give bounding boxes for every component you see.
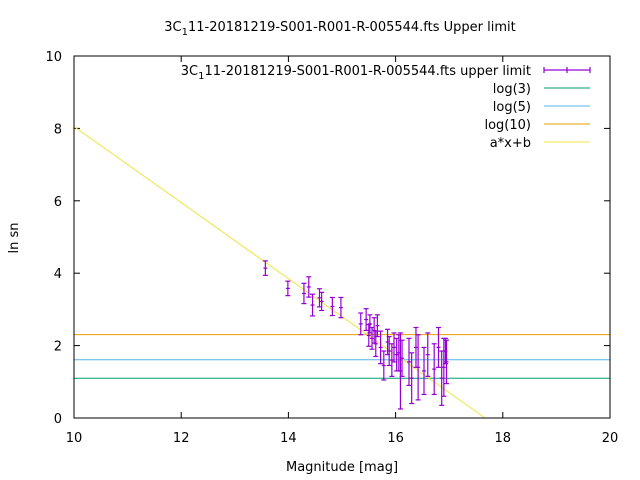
x-axis-ticks: 10 12 14 16 18 20 xyxy=(66,56,619,446)
errorbar-point xyxy=(391,332,397,363)
errorbar-point xyxy=(406,337,412,387)
legend-label-upper-limit: 3C111-20181219-S001-R001-R-005544.fts up… xyxy=(181,64,531,82)
x-tick-label: 10 xyxy=(66,431,83,446)
legend-label-log10: log(10) xyxy=(484,118,531,133)
errorbar-series xyxy=(262,260,450,410)
errorbar-point xyxy=(431,343,437,396)
errorbar-point xyxy=(415,334,421,401)
errorbar-point xyxy=(425,332,431,377)
x-tick-label: 20 xyxy=(602,431,619,446)
x-tick-label: 18 xyxy=(495,431,512,446)
errorbar-point xyxy=(301,282,307,305)
errorbar-point xyxy=(435,326,441,368)
legend: 3C111-20181219-S001-R001-R-005544.fts up… xyxy=(181,64,591,151)
errorbar-point xyxy=(386,335,392,367)
errorbar-point xyxy=(319,291,325,312)
errorbar-point xyxy=(378,330,384,365)
legend-label-fit: a*x+b xyxy=(490,136,531,151)
errorbar-point xyxy=(421,346,427,396)
errorbar-point xyxy=(285,280,291,297)
errorbar-point xyxy=(358,312,364,336)
errorbar-point xyxy=(329,296,335,317)
fit-line xyxy=(73,126,486,419)
errorbar-point xyxy=(262,260,268,276)
errorbar-point xyxy=(374,314,380,338)
errorbar-point xyxy=(373,330,379,358)
errorbar-point xyxy=(306,276,312,298)
legend-label-log5: log(5) xyxy=(493,100,531,115)
chart-title-subscript: 1 xyxy=(182,27,188,38)
errorbar-point xyxy=(381,350,387,381)
errorbar-point xyxy=(399,339,405,377)
y-tick-label: 0 xyxy=(54,412,62,427)
chart-title: 3C111-20181219-S001-R001-R-005544.fts Up… xyxy=(164,20,516,38)
plot-frame xyxy=(73,55,611,419)
legend-label-log3: log(3) xyxy=(493,82,531,97)
x-tick-label: 16 xyxy=(387,431,404,446)
y-tick-label: 2 xyxy=(54,340,62,355)
y-tick-label: 6 xyxy=(54,195,62,210)
y-tick-label: 8 xyxy=(54,122,62,137)
errorbar-point xyxy=(310,293,316,317)
errorbar-point xyxy=(367,314,373,334)
errorbar-point xyxy=(444,339,450,385)
errorbar-point xyxy=(338,296,344,319)
legend-keys xyxy=(543,67,591,143)
y-tick-label: 4 xyxy=(54,267,62,282)
y-tick-label: 10 xyxy=(45,50,62,65)
errorbar-point xyxy=(409,352,415,405)
x-axis-label: Magnitude [mag] xyxy=(286,460,398,475)
plot-lines xyxy=(73,126,610,419)
errorbar-point xyxy=(371,317,377,344)
errorbar-point xyxy=(389,343,395,377)
x-tick-label: 12 xyxy=(173,431,190,446)
x-tick-label: 14 xyxy=(280,431,297,446)
errorbar-point xyxy=(363,308,369,331)
y-axis-label: ln sn xyxy=(7,223,22,254)
